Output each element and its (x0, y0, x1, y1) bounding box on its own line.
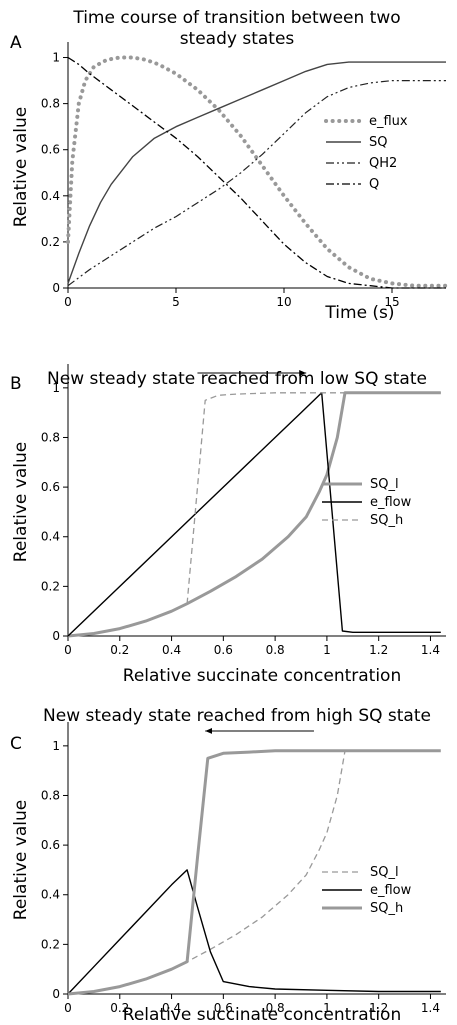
legend-label: SQ_l (370, 865, 399, 880)
series-line-sq (67, 61, 446, 284)
x-tick-label: 1.2 (369, 1001, 388, 1015)
series-line-e-flow (67, 869, 441, 995)
x-tick-label: 1.4 (421, 1001, 440, 1015)
y-tick-label: 0.2 (41, 235, 60, 249)
y-tick-label: 0.2 (41, 579, 60, 593)
panel-b: B New steady state reached from low SQ st… (10, 364, 446, 686)
x-tick-label: 0 (64, 1001, 72, 1015)
x-tick-label: 0.8 (266, 643, 285, 657)
x-tick-label: 5 (172, 295, 180, 309)
y-tick-label: 1 (52, 51, 60, 65)
x-tick-label: 1 (323, 643, 331, 657)
legend-label: SQ (369, 135, 387, 150)
y-tick-label: 0.8 (41, 97, 60, 111)
panel-a: A Time course of transition between twost… (10, 8, 448, 323)
y-tick-label: 0 (52, 281, 60, 295)
panel-letter: A (10, 33, 22, 53)
series-line-qh2 (67, 80, 446, 287)
y-tick-label: 0.6 (41, 480, 60, 494)
y-tick-label: 0 (52, 629, 60, 643)
y-tick-label: 0.4 (41, 530, 60, 544)
panel-letter: C (10, 734, 22, 754)
legend-label: Q (369, 177, 379, 192)
legend: e_flux SQ QH2 Q (324, 114, 408, 192)
legend-label: SQ_h (370, 901, 403, 916)
y-axis-label: Relative value (11, 107, 31, 227)
y-tick-label: 0 (52, 987, 60, 1001)
legend-label: SQ_l (370, 477, 399, 492)
series-line-sq-h (186, 392, 441, 604)
x-axis-label: Time (s) (324, 303, 394, 323)
legend-label: e_flow (370, 495, 412, 510)
x-tick-label: 0.8 (266, 1001, 285, 1015)
y-tick-label: 1 (52, 739, 60, 753)
chart-title: New steady state reached from high SQ st… (43, 706, 431, 726)
y-axis-label: Relative value (11, 800, 31, 920)
chart-title: steady states (180, 29, 295, 49)
x-tick-label: 0.6 (214, 643, 233, 657)
series-line-sq-h (67, 749, 441, 996)
series-line-e-flux (66, 55, 448, 288)
legend: SQ_l e_flow SQ_h (322, 865, 412, 916)
y-tick-label: 0.8 (41, 430, 60, 444)
y-tick-label: 0.6 (41, 143, 60, 157)
x-tick-label: 0.2 (110, 1001, 129, 1015)
x-tick-label: 0.2 (110, 643, 129, 657)
x-tick-label: 10 (276, 295, 291, 309)
y-axis-label: Relative value (11, 442, 31, 562)
y-tick-label: 0.2 (41, 937, 60, 951)
y-tick-label: 0.6 (41, 838, 60, 852)
x-tick-label: 0.4 (162, 643, 181, 657)
x-axis-label: Relative succinate concentration (123, 666, 401, 686)
chart-title: New steady state reached from low SQ sta… (47, 369, 427, 389)
x-tick-label: 1 (323, 1001, 331, 1015)
series-line-e-flow (67, 392, 441, 637)
x-axis-label: Relative succinate concentration (123, 1005, 401, 1025)
panel-letter: B (10, 374, 22, 394)
panel-c: C New steady state reached from high SQ s… (10, 706, 446, 1025)
legend-label: SQ_h (370, 513, 403, 528)
x-tick-label: 1.4 (421, 643, 440, 657)
series-line-q (67, 56, 446, 289)
legend: SQ_l e_flow SQ_h (322, 477, 412, 528)
legend-label: e_flow (370, 883, 412, 898)
x-tick-label: 0 (64, 295, 72, 309)
x-tick-label: 0.4 (162, 1001, 181, 1015)
legend-label: e_flux (369, 114, 408, 129)
y-tick-label: 0.8 (41, 788, 60, 802)
x-tick-label: 0 (64, 643, 72, 657)
series-line-sq-l (67, 750, 346, 995)
chart-title: Time course of transition between two (72, 8, 400, 28)
x-tick-label: 0.6 (214, 1001, 233, 1015)
x-tick-label: 15 (384, 295, 399, 309)
x-tick-label: 1.2 (369, 643, 388, 657)
y-tick-label: 0.4 (41, 189, 60, 203)
y-tick-label: 1 (52, 381, 60, 395)
legend-label: QH2 (369, 156, 397, 171)
y-tick-label: 0.4 (41, 888, 60, 902)
